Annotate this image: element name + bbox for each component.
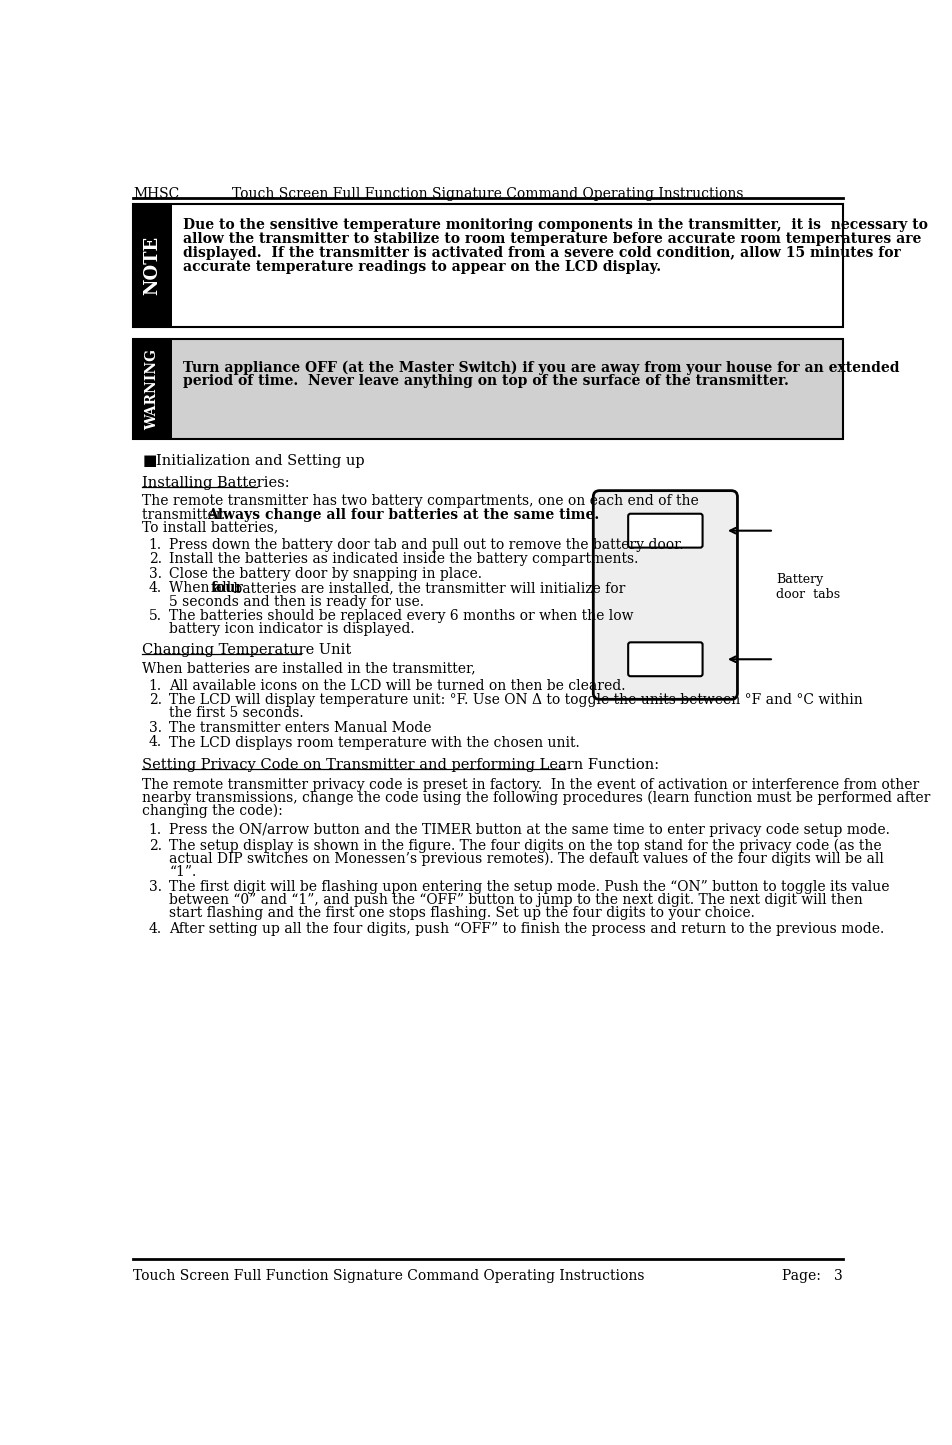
Text: The LCD displays room temperature with the chosen unit.: The LCD displays room temperature with t… <box>169 736 580 750</box>
Text: Touch Screen Full Function Signature Command Operating Instructions: Touch Screen Full Function Signature Com… <box>232 188 744 201</box>
Text: transmitter.: transmitter. <box>142 507 234 522</box>
Text: Battery
door  tabs: Battery door tabs <box>776 574 841 601</box>
Bar <box>133 204 171 328</box>
Text: NOTE: NOTE <box>144 236 161 295</box>
Text: Press the ON/arrow button and the TIMER button at the same time to enter privacy: Press the ON/arrow button and the TIMER … <box>169 824 890 837</box>
Text: 2.: 2. <box>149 694 162 707</box>
Text: Close the battery door by snapping in place.: Close the battery door by snapping in pl… <box>169 566 483 581</box>
Text: 5.: 5. <box>149 610 162 623</box>
Text: between “0” and “1”, and push the “OFF” button to jump to the next digit. The ne: between “0” and “1”, and push the “OFF” … <box>169 893 863 907</box>
Text: MHSC: MHSC <box>133 188 179 201</box>
Text: All available icons on the LCD will be turned on then be cleared.: All available icons on the LCD will be t… <box>169 679 625 692</box>
Text: Setting Privacy Code on Transmitter and performing Learn Function:: Setting Privacy Code on Transmitter and … <box>142 757 660 772</box>
Text: The remote transmitter has two battery compartments, one on each end of the: The remote transmitter has two battery c… <box>142 494 699 509</box>
Text: Installing Batteries:: Installing Batteries: <box>142 475 289 490</box>
Text: ■: ■ <box>142 454 157 468</box>
Text: Changing Temperature Unit: Changing Temperature Unit <box>142 643 351 657</box>
Text: changing the code):: changing the code): <box>142 803 283 818</box>
Text: 4.: 4. <box>149 581 162 595</box>
Text: When all: When all <box>169 581 236 595</box>
Text: When batteries are installed in the transmitter,: When batteries are installed in the tran… <box>142 662 476 676</box>
FancyBboxPatch shape <box>628 514 703 548</box>
Text: battery icon indicator is displayed.: battery icon indicator is displayed. <box>169 623 415 636</box>
Text: WARNING: WARNING <box>146 348 159 429</box>
Text: “1”.: “1”. <box>169 866 197 879</box>
Text: the first 5 seconds.: the first 5 seconds. <box>169 707 304 720</box>
Text: Page:   3: Page: 3 <box>783 1269 843 1283</box>
Text: The first digit will be flashing upon entering the setup mode. Push the “ON” but: The first digit will be flashing upon en… <box>169 880 890 894</box>
Text: four: four <box>211 581 244 595</box>
FancyBboxPatch shape <box>628 643 703 676</box>
Text: 3.: 3. <box>149 566 162 581</box>
Text: The batteries should be replaced every 6 months or when the low: The batteries should be replaced every 6… <box>169 610 634 623</box>
Text: 2.: 2. <box>149 838 162 853</box>
Text: 3.: 3. <box>149 880 162 894</box>
Text: nearby transmissions, change the code using the following procedures (learn func: nearby transmissions, change the code us… <box>142 790 931 805</box>
Text: batteries are installed, the transmitter will initialize for: batteries are installed, the transmitter… <box>229 581 625 595</box>
Text: Initialization and Setting up: Initialization and Setting up <box>156 454 365 468</box>
Text: allow the transmitter to stabilize to room temperature before accurate room temp: allow the transmitter to stabilize to ro… <box>184 231 922 246</box>
Text: Always change all four batteries at the same time.: Always change all four batteries at the … <box>207 507 599 522</box>
Text: Touch Screen Full Function Signature Command Operating Instructions: Touch Screen Full Function Signature Com… <box>133 1269 645 1283</box>
Text: To install batteries,: To install batteries, <box>142 520 279 535</box>
Bar <box>133 340 843 439</box>
Text: The remote transmitter privacy code is preset in factory.  In the event of activ: The remote transmitter privacy code is p… <box>142 777 920 792</box>
Text: start flashing and the first one stops flashing. Set up the four digits to your : start flashing and the first one stops f… <box>169 906 755 920</box>
Text: 1.: 1. <box>149 679 162 692</box>
Text: actual DIP switches on Monessen’s previous remotes). The default values of the f: actual DIP switches on Monessen’s previo… <box>169 851 884 866</box>
Text: 4.: 4. <box>149 736 162 750</box>
Text: The setup display is shown in the figure. The four digits on the top stand for t: The setup display is shown in the figure… <box>169 838 882 853</box>
Text: Due to the sensitive temperature monitoring components in the transmitter,  it i: Due to the sensitive temperature monitor… <box>184 218 928 233</box>
Text: After setting up all the four digits, push “OFF” to finish the process and retur: After setting up all the four digits, pu… <box>169 922 884 936</box>
Text: Press down the battery door tab and pull out to remove the battery door.: Press down the battery door tab and pull… <box>169 538 684 552</box>
Text: displayed.  If the transmitter is activated from a severe cold condition, allow : displayed. If the transmitter is activat… <box>184 246 902 260</box>
Text: 3.: 3. <box>149 721 162 736</box>
Text: Turn appliance OFF (at the Master Switch) if you are away from your house for an: Turn appliance OFF (at the Master Switch… <box>184 360 900 374</box>
Text: 1.: 1. <box>149 538 162 552</box>
Text: Install the batteries as indicated inside the battery compartments.: Install the batteries as indicated insid… <box>169 552 639 566</box>
FancyBboxPatch shape <box>593 491 738 699</box>
Text: accurate temperature readings to appear on the LCD display.: accurate temperature readings to appear … <box>184 260 662 273</box>
Text: 1.: 1. <box>149 824 162 837</box>
Text: period of time.  Never leave anything on top of the surface of the transmitter.: period of time. Never leave anything on … <box>184 374 789 389</box>
Text: 2.: 2. <box>149 552 162 566</box>
Bar <box>133 340 171 439</box>
Text: The transmitter enters Manual Mode: The transmitter enters Manual Mode <box>169 721 432 736</box>
Bar <box>133 204 843 328</box>
Text: The LCD will display temperature unit: °F. Use ON Δ to toggle the units between : The LCD will display temperature unit: °… <box>169 694 863 707</box>
Text: 4.: 4. <box>149 922 162 936</box>
Text: 5 seconds and then is ready for use.: 5 seconds and then is ready for use. <box>169 594 425 608</box>
